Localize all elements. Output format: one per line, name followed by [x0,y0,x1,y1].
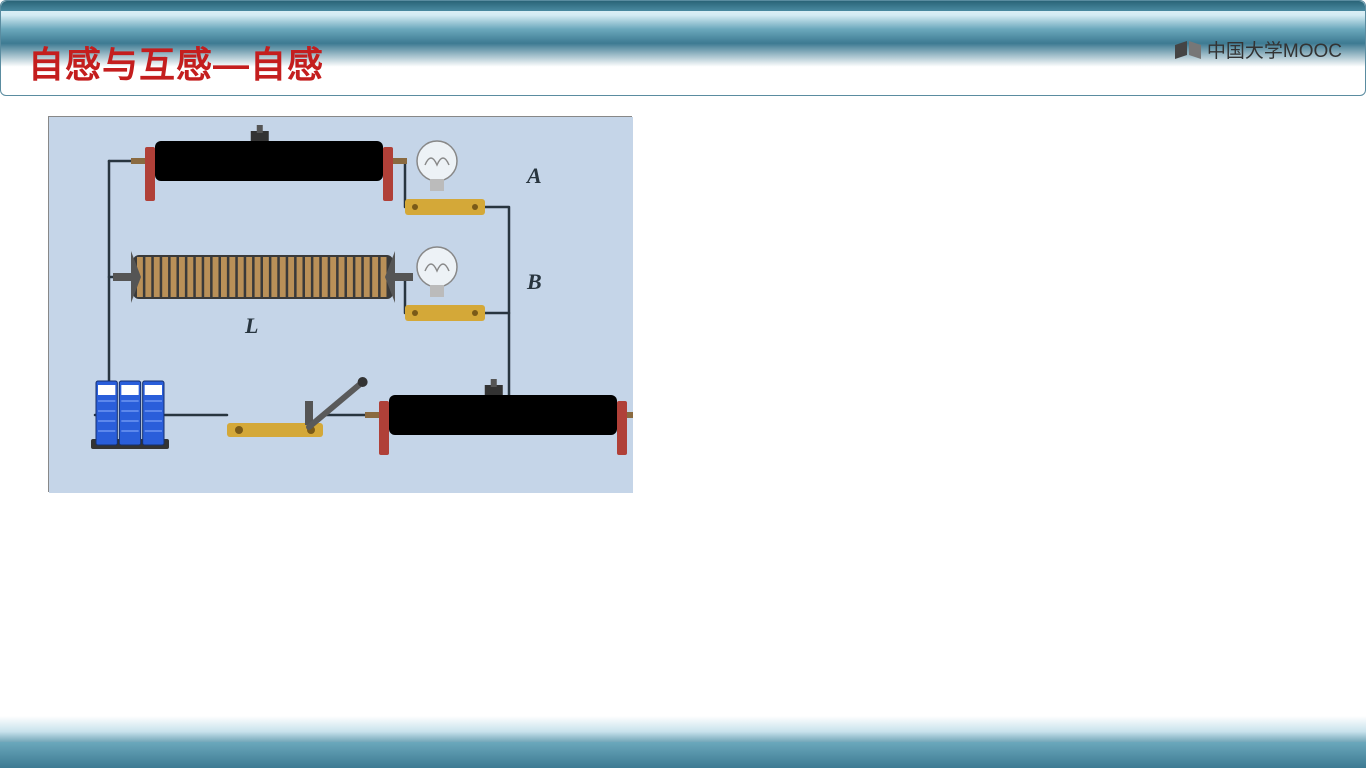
svg-text:A: A [525,163,542,188]
footer-bar [0,716,1366,768]
brand: 中国大学MOOC [1175,36,1342,63]
circuit-diagram: A B L [48,116,632,492]
page-title: 自感与互感—自感 [28,36,324,88]
svg-text:B: B [526,269,542,294]
svg-text:L: L [244,313,258,338]
footer-inner [0,742,1366,768]
brand-text: 中国大学MOOC [1207,36,1342,63]
header-gradient [1,1,1365,11]
book-icon [1175,41,1201,59]
